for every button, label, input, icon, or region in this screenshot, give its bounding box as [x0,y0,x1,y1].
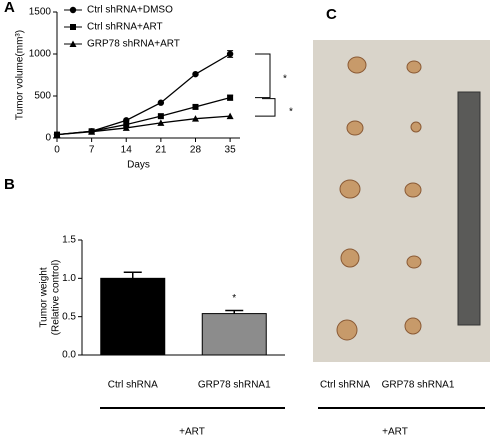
legend-label: Ctrl shRNA+DMSO [87,5,173,16]
x-tick-label: 21 [155,145,167,156]
photo-label: Ctrl shRNA [320,380,370,391]
y-axis-label: (Relative control) [51,260,62,336]
marker [192,70,199,78]
bar [100,277,166,356]
significance-star: * [232,293,236,304]
marker [157,113,164,120]
panel-label: C [326,6,337,23]
legend-marker [70,24,76,30]
legend-marker [69,40,77,47]
marker [157,119,165,126]
marker [226,112,234,120]
y-tick-label: 1000 [29,49,52,60]
series-line [56,97,231,136]
marker [157,99,165,106]
group-label: +ART [179,427,205,438]
panel-label: B [4,176,15,193]
marker [192,103,199,110]
y-tick-label: 1500 [29,7,52,18]
y-tick-label: 0.0 [62,350,76,361]
y-tick-label: 1.5 [62,235,76,246]
x-tick-label: 0 [54,145,60,156]
y-tick-label: 500 [34,91,51,102]
significance-bracket [255,53,271,99]
photo-tumors [336,56,422,341]
y-tick-label: 0 [45,133,51,144]
x-axis-label: Days [127,160,150,171]
series-line [56,53,231,136]
error-bar [123,271,142,279]
legend-label: GRP78 shRNA+ART [87,39,180,50]
ruler [457,91,481,326]
photo-label: GRP78 shRNA1 [382,380,455,391]
significance-star: * [283,73,287,84]
legend-marker [69,6,77,14]
marker [88,128,96,135]
x-tick-label: Ctrl shRNA [108,380,158,391]
series-line [56,115,231,136]
x-tick-label: 7 [89,145,95,156]
error-bar [225,309,244,314]
x-tick-label: 28 [190,145,202,156]
marker [191,115,199,122]
legend-label: Ctrl shRNA+ART [87,22,163,33]
marker [53,131,61,138]
y-tick-label: 0.5 [62,311,76,322]
significance-bracket [255,98,276,117]
x-tick-label: 35 [225,145,237,156]
significance-star: * [289,107,293,118]
y-axis-label: Tumor volume(mm³) [15,30,26,120]
panel-label: A [4,0,15,16]
y-axis-label: Tumor weight [39,267,50,327]
group-label: +ART [382,427,408,438]
marker [122,124,130,131]
x-tick-label: 14 [121,145,133,156]
marker [227,94,234,101]
y-tick-label: 1.0 [62,273,76,284]
x-tick-label: GRP78 shRNA1 [198,380,271,391]
bar [201,313,267,356]
marker [226,50,234,58]
